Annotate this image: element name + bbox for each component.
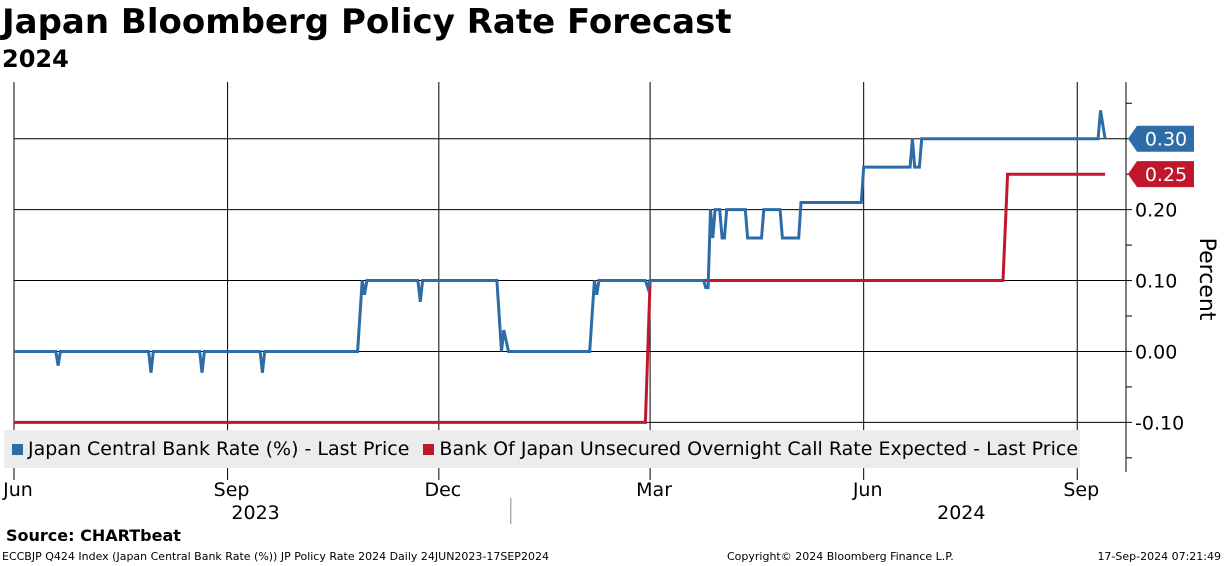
series-layer [14,110,1107,424]
source-value: CHARTbeat [80,526,181,545]
chart-legend: Japan Central Bank Rate (%) - Last Price… [4,430,1080,468]
x-tick-label: Jun [852,479,883,501]
last-value-badge: 0.30 [1128,125,1194,152]
series-line-central-bank-rate [14,110,1107,373]
badge-value: 0.30 [1145,129,1187,151]
x-tick-label: Sep [214,479,250,501]
chart-title: Japan Bloomberg Policy Rate Forecast [2,2,732,42]
x-tick-label: Jun [2,479,33,501]
source-line: Source: CHARTbeat [6,526,181,546]
x-tick-label: Dec [424,479,461,501]
last-value-badge: 0.25 [1128,161,1194,188]
footer-ticker: ECCBJP Q424 Index (Japan Central Bank Ra… [2,550,549,563]
badge-shape [1128,161,1194,188]
grid-layer [13,82,1126,472]
y-axis-title: Percent [1194,238,1219,321]
footer-copyright: Copyright© 2024 Bloomberg Finance L.P. [727,550,954,563]
badge-shape [1128,125,1194,152]
x-tick-label: Mar [636,479,672,501]
year-label: 2023 [231,502,279,524]
y-tick-label: 0.10 [1135,271,1177,293]
y-tick-label: 0.20 [1135,200,1177,222]
legend-label-central-bank-rate: Japan Central Bank Rate (%) - Last Price [28,438,410,460]
y-tick-label: -0.10 [1135,412,1184,434]
series-line-overnight-call-rate [14,172,1106,424]
y-tick-label: 0.00 [1135,341,1177,363]
legend-item-central-bank-rate: Japan Central Bank Rate (%) - Last Price [12,438,409,460]
axis-layer: 0.20 0.10 0.00 -0.10 Percent Jun Sep Dec Mar Jun S… [2,82,1219,524]
x-tick-label: Sep [1063,479,1099,501]
year-label: 2024 [937,502,985,524]
legend-swatch-blue [12,443,23,455]
chart-subtitle: 2024 [2,45,69,73]
legend-swatch-red [423,443,435,455]
source-label: Source: [6,526,75,545]
footer-timestamp: 17-Sep-2024 07:21:49 [1097,550,1221,563]
legend-item-overnight-call-rate: Bank Of Japan Unsecured Overnight Call R… [423,438,1078,460]
badge-value: 0.25 [1145,164,1187,186]
legend-label-overnight-call-rate: Bank Of Japan Unsecured Overnight Call R… [439,438,1079,460]
